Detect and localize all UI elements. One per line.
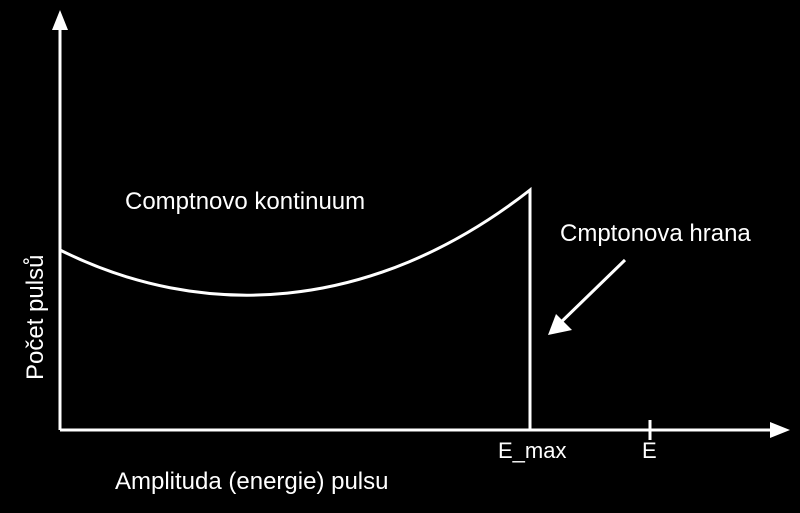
y-axis-arrow (52, 10, 68, 30)
diagram-svg (0, 0, 800, 513)
edge-pointer-arrow (555, 260, 625, 328)
x-axis-arrow (770, 422, 790, 438)
tick-emax-label: E_max (498, 438, 566, 464)
continuum-label: Comptnovo kontinuum (125, 188, 365, 216)
compton-diagram: Comptnovo kontinuum Cmptonova hrana Ampl… (0, 0, 800, 513)
y-axis-label: Počet pulsů (22, 255, 50, 380)
edge-label: Cmptonova hrana (560, 220, 751, 248)
x-axis-label: Amplituda (energie) pulsu (115, 468, 388, 496)
tick-e-label: E (642, 438, 657, 464)
compton-curve (60, 190, 530, 430)
edge-pointer-arrowhead (548, 314, 572, 335)
